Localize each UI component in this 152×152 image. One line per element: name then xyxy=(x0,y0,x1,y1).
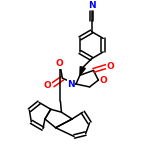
Text: N: N xyxy=(88,1,95,10)
Polygon shape xyxy=(80,67,85,75)
Text: O: O xyxy=(99,76,107,85)
Text: N: N xyxy=(67,79,75,88)
Text: O: O xyxy=(56,59,63,68)
Text: O: O xyxy=(44,81,52,90)
Text: O: O xyxy=(106,62,114,71)
